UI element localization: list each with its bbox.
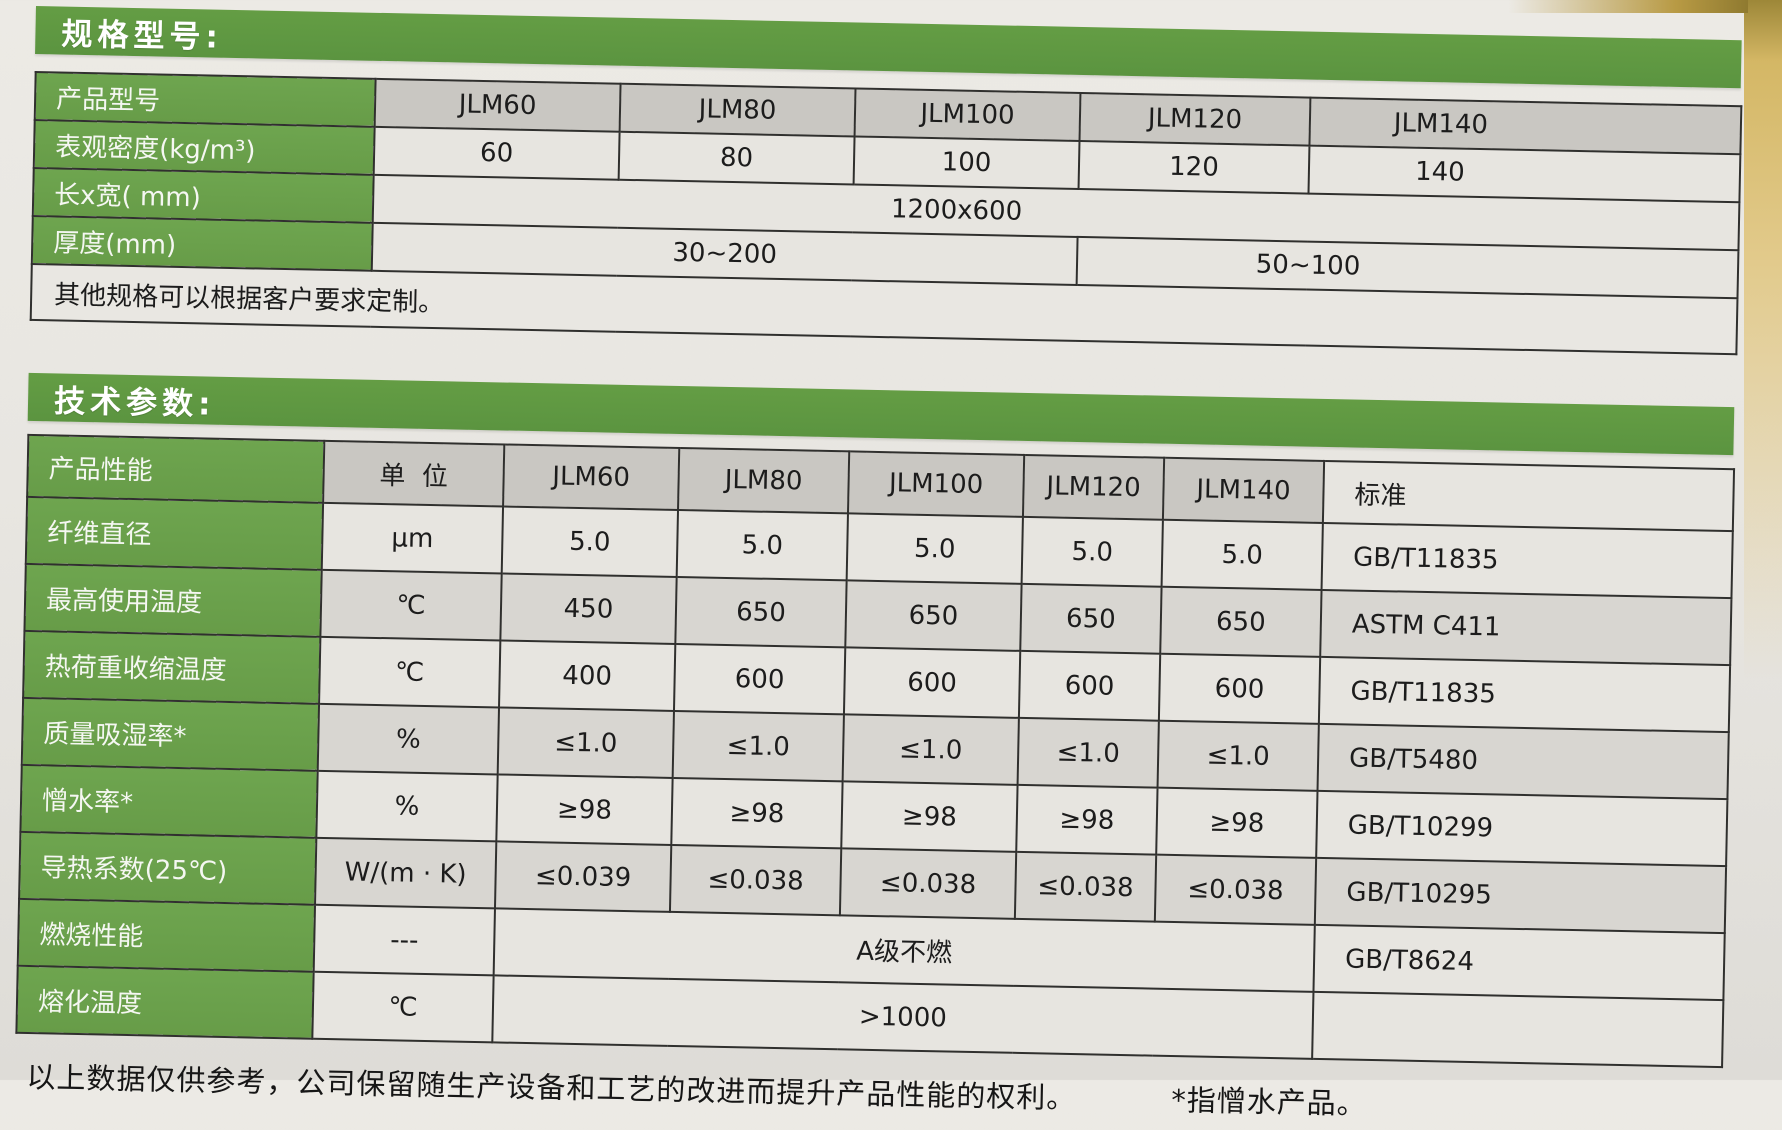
value-cell: ≥98 [1156,787,1318,858]
standard-column-header: 标准 [1322,460,1735,532]
value-cell: ≤1.0 [1017,717,1159,788]
row-label: 熔化温度 [16,965,314,1039]
value-cell: 5.0 [1021,516,1163,587]
value-cell: 650 [1160,586,1322,657]
model-column-header: JLM100 [847,451,1025,517]
model-column-header: JLM140 [1162,457,1325,523]
row-label: 长x宽( mm) [32,167,374,223]
footer-line: 以上数据仅供参考，公司保留随生产设备和工艺的改进而提升产品性能的权利。 *指憎水产… [14,1054,1720,1130]
spec-table: 产品型号 JLM60 JLM80 JLM100 JLM120 JLM140 表观… [30,71,1743,355]
value-cell: ≤1.0 [672,710,844,782]
model-header: JLM80 [619,83,856,137]
value-cell: ≤0.038 [839,848,1017,919]
standard-cell: GB/T10299 [1316,790,1728,867]
density-value: 80 [618,131,855,185]
row-label: 燃烧性能 [17,898,316,972]
model-header: JLM60 [374,78,621,132]
value-cell: 5.0 [846,513,1023,584]
row-label: 表观密度(kg/m³) [33,119,375,175]
standard-cell: GB/T11835 [1318,656,1731,733]
model-column-header: JLM120 [1022,454,1165,520]
row-label: 憎水率* [20,764,318,838]
model-header: JLM140 [1309,97,1742,155]
value-cell: ≥98 [841,781,1018,852]
row-label: 厚度(mm) [31,215,373,271]
row-label: 纤维直径 [25,496,324,570]
value-cell: ≥98 [496,774,673,845]
unit-column-header: 单 位 [323,440,505,507]
unit-cell: --- [313,904,495,976]
unit-cell: μm [321,502,504,574]
unit-cell: ℃ [312,971,494,1043]
row-label: 导热系数(25℃) [19,831,317,905]
value-cell: 400 [499,640,676,711]
value-cell: 650 [1020,583,1162,654]
standard-cell: GB/T11835 [1321,522,1733,599]
spec-section-title: 规格型号: [61,16,224,56]
model-column-header: JLM80 [678,447,850,514]
value-cell: 600 [843,647,1021,718]
tech-table: 产品性能 单 位 JLM60 JLM80 JLM100 JLM120 JLM14… [15,434,1735,1068]
value-cell: ≤0.038 [669,844,842,916]
datasheet-page: 规格型号: 产品型号 JLM60 JLM80 JLM100 JLM120 JLM… [14,6,1742,1130]
model-header: JLM100 [854,88,1081,141]
density-value: 140 [1308,145,1741,203]
value-cell: ≥98 [1016,784,1158,855]
value-cell: ≤0.038 [1014,851,1157,922]
value-cell: 600 [673,643,846,715]
value-cell: 650 [675,576,847,648]
value-cell: ≤1.0 [842,714,1019,785]
value-cell: ≥98 [671,777,843,849]
disclaimer-text: 以上数据仅供参考，公司保留随生产设备和工艺的改进而提升产品性能的权利。 [26,1060,1077,1116]
model-header: JLM120 [1079,92,1311,146]
row-label: 质量吸湿率* [21,697,320,771]
row-label: 最高使用温度 [24,563,322,637]
value-cell: ≤1.0 [1157,720,1319,791]
value-cell: 600 [1158,653,1321,724]
value-cell: 5.0 [501,506,679,577]
desk-background-strip [1744,0,1782,680]
unit-cell: ℃ [319,636,501,708]
value-cell: ≤0.039 [494,841,672,912]
unit-cell: % [316,770,498,842]
tech-section-title: 技术参数: [53,382,216,423]
density-value: 120 [1078,140,1310,194]
desk-background-corner [1508,0,1748,13]
standard-cell: GB/T5480 [1317,723,1729,800]
standard-cell: ASTM C411 [1320,589,1732,666]
value-cell: 5.0 [676,509,848,581]
row-label: 产品型号 [34,72,376,127]
property-column-header: 产品性能 [27,434,325,503]
standard-cell [1312,991,1724,1068]
value-cell: 600 [1018,650,1161,721]
value-cell: 5.0 [1161,519,1323,590]
unit-cell: ℃ [320,569,502,641]
value-cell: ≤0.038 [1154,854,1317,925]
unit-cell: % [317,703,500,775]
unit-cell: W/(m · K) [315,837,497,909]
row-label: 热荷重收缩温度 [23,630,321,704]
standard-cell: GB/T8624 [1313,924,1725,1001]
hydrophobic-footnote: *指憎水产品。 [1170,1083,1368,1121]
value-cell: ≤1.0 [497,707,674,778]
model-column-header: JLM60 [503,444,680,510]
density-value: 60 [373,126,620,180]
value-cell: 450 [500,573,677,644]
standard-cell: GB/T10295 [1314,857,1727,934]
density-value: 100 [853,136,1080,189]
value-cell: 650 [845,580,1022,651]
